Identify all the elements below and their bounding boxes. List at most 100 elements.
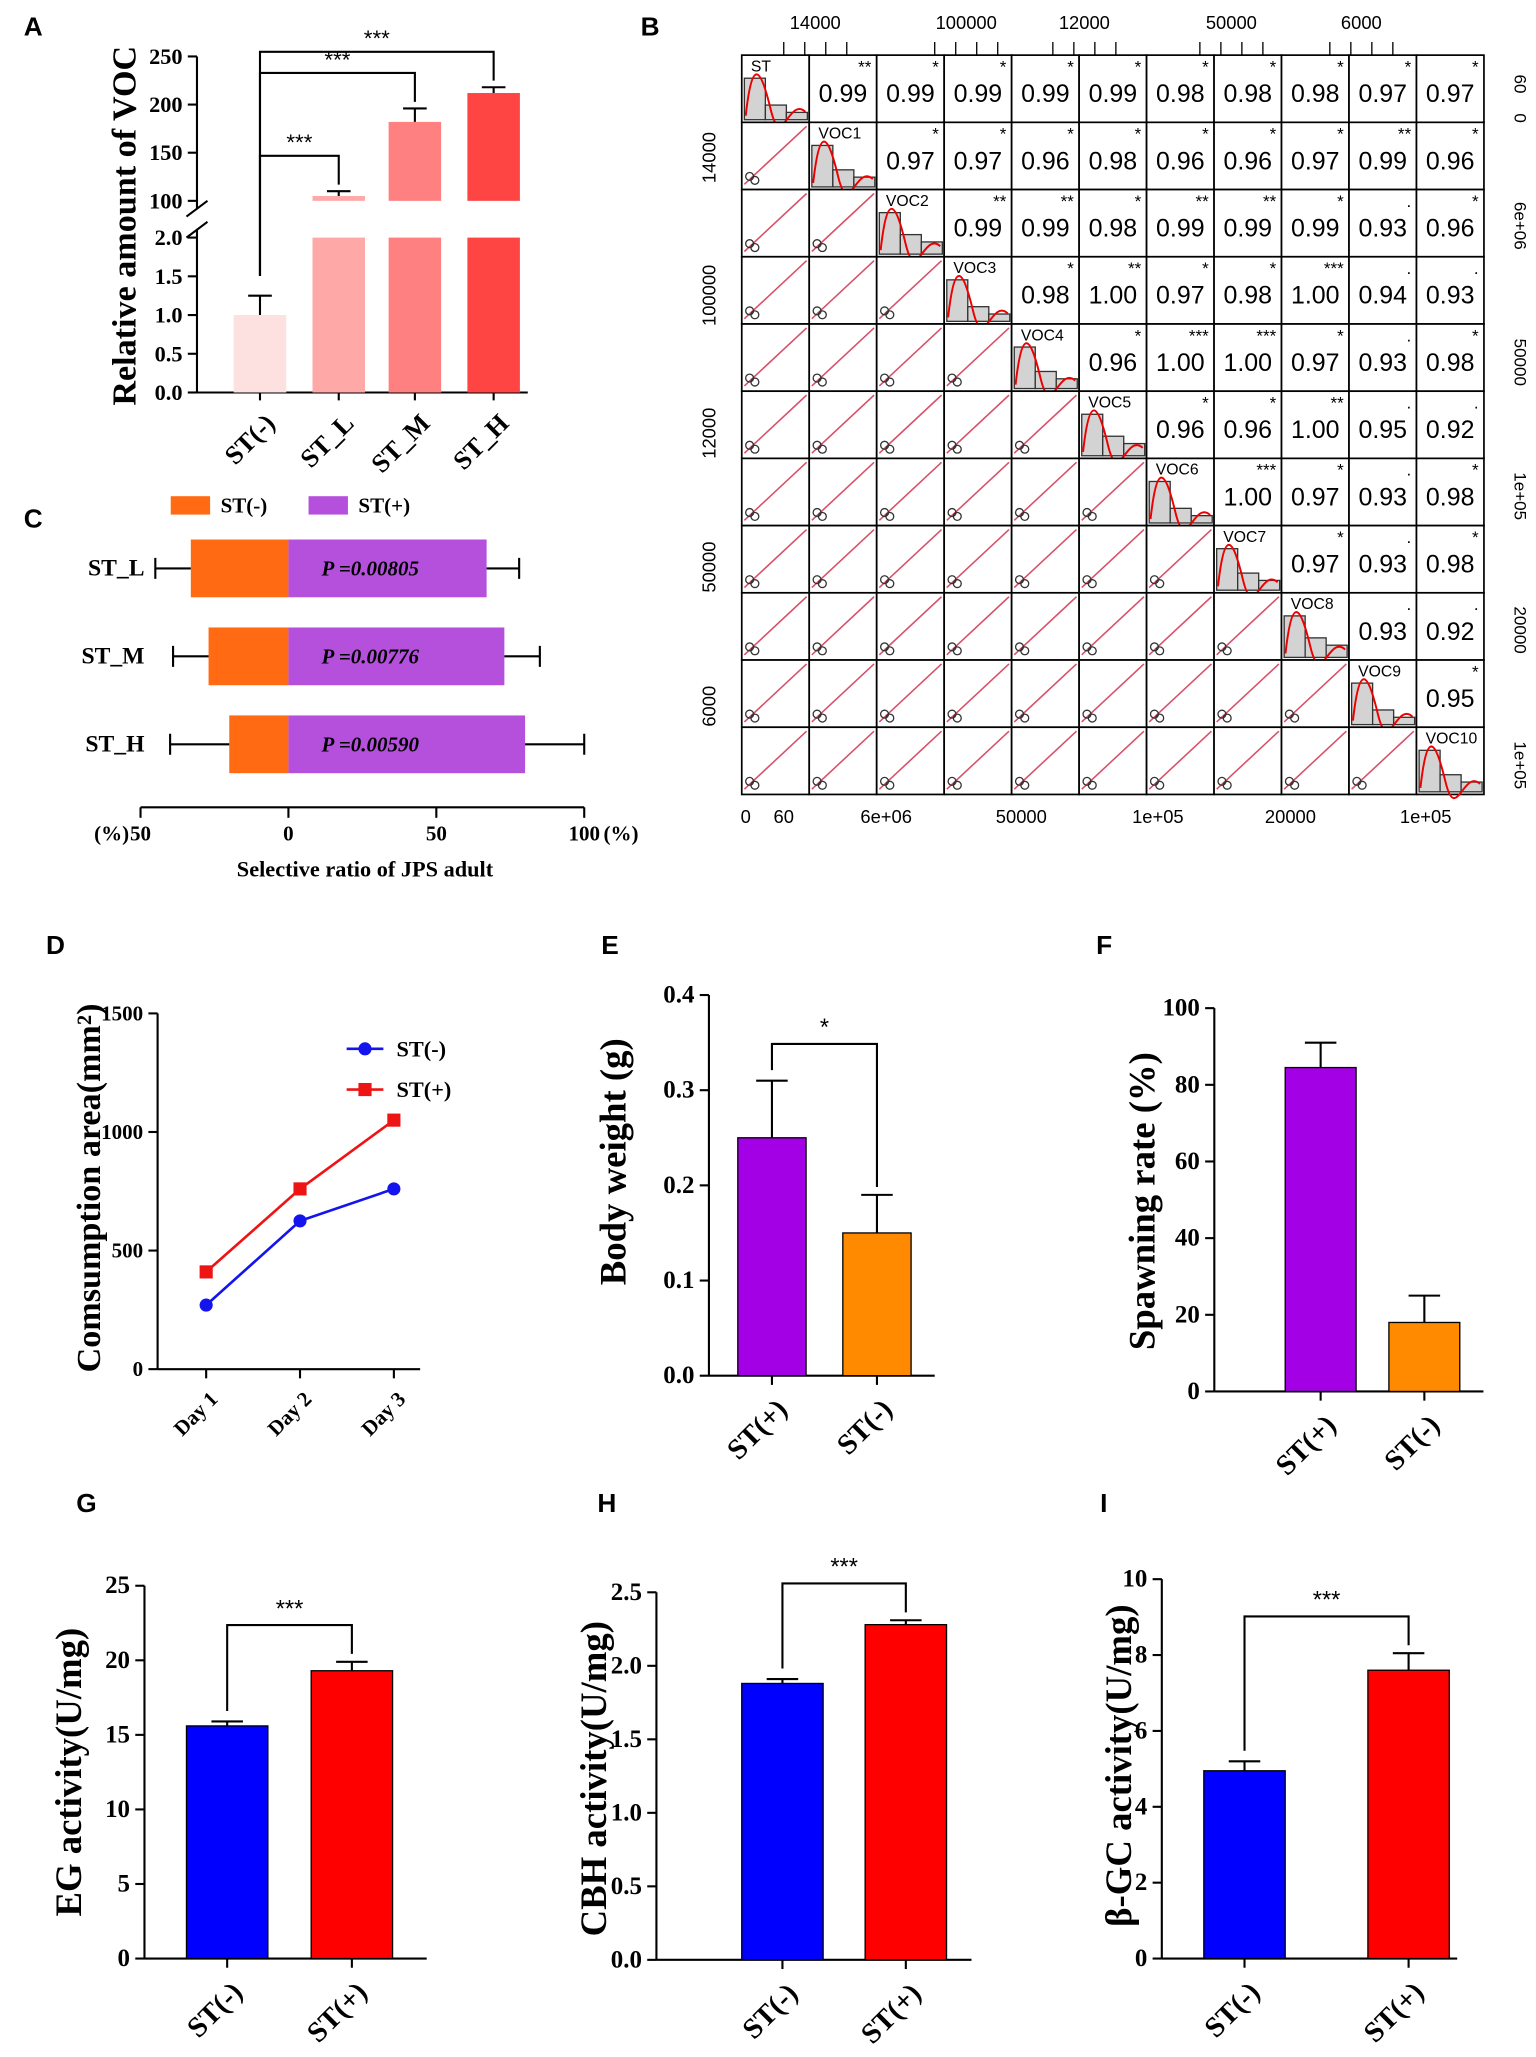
bar [288, 539, 487, 598]
correlation-value: 0.98 [1224, 80, 1273, 108]
panel-label: C [24, 504, 43, 534]
point-decor [750, 713, 760, 723]
error-bar [481, 86, 506, 94]
correlation-value: 1.00 [1291, 416, 1340, 444]
y-tick-label: 250 [149, 44, 182, 69]
fit-line-decor [878, 663, 943, 723]
x-tick-label: 50 [426, 822, 447, 846]
significance-stars: * [1135, 192, 1142, 211]
y-tick-label: 80 [1175, 1071, 1200, 1098]
matrix-cell [1213, 54, 1283, 124]
error-bar [326, 190, 351, 197]
x-tick-label: ST(+) [301, 1976, 374, 2049]
error-bar [169, 733, 230, 755]
point-decor [1155, 579, 1165, 589]
histogram-decor [1371, 709, 1395, 726]
correlation-value: 0.96 [1156, 416, 1205, 444]
error-bar [172, 645, 209, 667]
y-tick-label: 0.5 [611, 1873, 642, 1900]
p-value-label: P =0.00590 [320, 732, 419, 756]
y-tick-label: 1.0 [611, 1799, 642, 1826]
point-decor [885, 780, 895, 790]
x-tick-label: ST(+) [1358, 1976, 1431, 2049]
series-marker [293, 1182, 307, 1196]
fit-line-decor [1013, 663, 1078, 723]
y-axis-label: CBH activity(U/mg) [573, 1621, 614, 1936]
fit-line-decor [1148, 663, 1212, 723]
fit-line-decor [1013, 461, 1078, 521]
matrix-cell [1145, 255, 1215, 325]
point-decor [750, 444, 760, 454]
point-decor [952, 579, 962, 589]
legend-swatch [308, 496, 348, 515]
fit-line-decor [743, 528, 808, 589]
fit-line-decor [1081, 730, 1145, 790]
matrix-cell [1213, 188, 1283, 258]
correlation-value: 0.96 [1224, 416, 1273, 444]
significance-stars: * [1472, 57, 1479, 76]
significance-stars: * [932, 57, 939, 76]
top-axis-label: 14000 [790, 12, 841, 33]
matrix-cell [1213, 323, 1283, 393]
significance-stars: * [1472, 326, 1479, 345]
panel-label: A [24, 11, 43, 41]
top-axis-label: 6000 [1341, 12, 1382, 33]
right-axis-label: 1e+05 [1511, 472, 1530, 520]
fit-line-decor [743, 596, 808, 656]
matrix-cell [1348, 188, 1418, 258]
series-marker [199, 1265, 213, 1279]
significance-stars: * [1337, 461, 1344, 480]
bottom-axis-label: 6e+06 [860, 806, 912, 827]
y-tick-label: 0 [1135, 1945, 1147, 1972]
fit-line-decor [1013, 394, 1078, 454]
correlation-value: 0.99 [1021, 80, 1070, 108]
significance-stars: * [1135, 57, 1142, 76]
correlation-value: 0.99 [954, 215, 1003, 243]
y-tick-label: 100 [1162, 995, 1199, 1022]
correlation-value: 0.96 [1156, 147, 1205, 175]
right-axis-label: 6e+06 [1511, 202, 1530, 250]
significance-stars: ** [993, 192, 1007, 211]
significance-stars: . [1474, 595, 1479, 614]
y-axis-label: β-GC activity(U/mg) [1098, 1604, 1139, 1926]
y-tick-label: 10 [105, 1796, 130, 1823]
matrix-cell [1010, 255, 1080, 325]
matrix-cell [1280, 524, 1350, 594]
point-decor [1222, 646, 1232, 656]
left-axis-label: 100000 [698, 265, 719, 326]
correlation-value: 0.95 [1358, 416, 1407, 444]
fit-line-decor [1013, 730, 1078, 790]
point-decor [1087, 511, 1097, 522]
fit-line-decor [743, 192, 808, 253]
fit-line-decor [1351, 730, 1415, 790]
fit-line-decor [743, 260, 808, 320]
point-decor [750, 242, 760, 253]
x-tick-label: ST(-) [219, 408, 281, 470]
point-decor [1020, 444, 1030, 454]
density-decor [744, 73, 806, 127]
correlation-value: 1.00 [1156, 349, 1205, 377]
series-marker [358, 1082, 372, 1097]
y-tick-label: 2.0 [611, 1652, 642, 1679]
right-axis-label: 20000 [1511, 606, 1530, 653]
bar [1367, 1669, 1450, 1960]
correlation-value: 0.96 [1224, 147, 1273, 175]
bar [190, 539, 289, 598]
histogram-decor [1190, 514, 1213, 524]
significance-stars: . [1406, 326, 1411, 345]
correlation-value: 0.94 [1358, 282, 1407, 310]
panel-label: H [597, 1488, 616, 1518]
y-tick-label: 0 [1187, 1378, 1199, 1405]
legend-label: ST(-) [221, 493, 268, 517]
bar [842, 1232, 912, 1377]
correlation-value: 0.99 [954, 80, 1003, 108]
significance-stars: * [1270, 57, 1277, 76]
correlation-value: 0.99 [1291, 215, 1340, 243]
point-decor [817, 511, 827, 522]
histogram-decor [1169, 507, 1192, 524]
x-tick-label: 50 [130, 822, 151, 846]
matrix-cell [1280, 457, 1350, 527]
left-axis-label: 50000 [698, 542, 719, 593]
correlation-value: 0.96 [1021, 147, 1070, 175]
point-decor [885, 646, 895, 656]
